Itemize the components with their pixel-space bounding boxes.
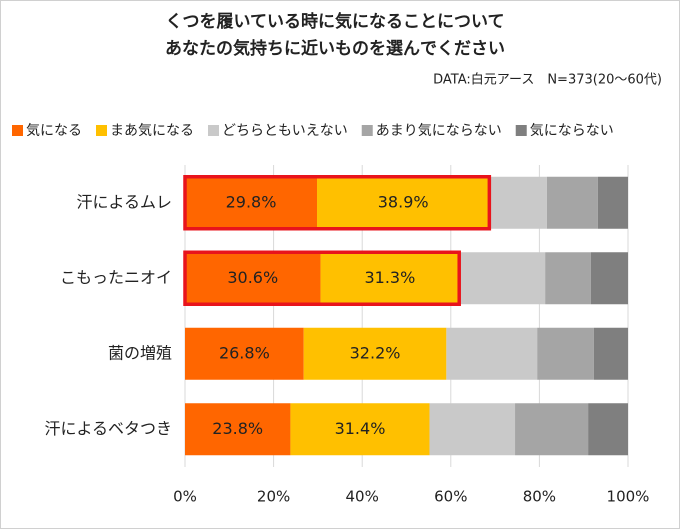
y-tick-label: 菌の増殖 [108,343,172,362]
bar-segment [429,403,516,456]
subtitle: DATA:白元アース N=373(20～60代) [433,72,662,88]
data-label: 31.4% [335,419,386,438]
bar-segment [546,176,598,229]
legend-label: まあ気になる [110,123,194,139]
y-tick-label: 汗によるムレ [76,192,172,211]
data-label: 26.8% [219,343,270,362]
x-tick-label: 40% [346,488,379,506]
y-tick-label: 汗によるベタつき [44,419,172,438]
bar-segment [489,176,547,229]
legend-label: 気になる [26,123,82,139]
legend-swatch [208,125,219,136]
legend-swatch [12,125,23,136]
highlight-box [183,250,461,306]
bar-segment [590,252,628,305]
bar-segment [459,252,546,305]
data-label: 23.8% [212,419,263,438]
bar-segment [290,403,430,456]
bar-segment [185,327,304,380]
x-tick-label: 60% [434,488,467,506]
bar-segment [185,176,318,229]
legend-label: 気にならない [530,123,614,139]
x-tick-label: 80% [523,488,556,506]
x-tick-label: 0% [173,488,197,506]
bar-segment [537,327,594,380]
legend-label: あまり気にならない [376,123,502,139]
data-label: 29.8% [226,192,277,211]
bar-segment [515,403,589,456]
legend-label: どちらともいえない [222,123,348,139]
chart-title: あなたの気持ちに近いものを選んでください [165,38,505,59]
legend-swatch [96,125,107,136]
bar-segment [185,252,321,305]
bar-segment [320,252,460,305]
bar-segment [303,327,447,380]
bar-segment [446,327,538,380]
bar-segment [317,176,490,229]
data-label: 32.2% [350,343,401,362]
bar-segment [597,176,628,229]
bar-segment [545,252,591,305]
y-tick-label: こもったニオイ [60,268,172,287]
x-tick-label: 20% [257,488,290,506]
chart-title: くつを履いている時に気になることについて [166,11,505,32]
legend-swatch [361,125,373,136]
x-tick-label: 100% [607,488,650,506]
bar-segment [185,403,291,456]
legend-swatch [515,125,527,136]
data-label: 31.3% [364,268,415,287]
data-label: 30.6% [227,268,278,287]
data-label: 38.9% [378,192,429,211]
bar-segment [588,403,628,456]
highlight-box [183,175,492,231]
bar-segment [593,327,628,380]
